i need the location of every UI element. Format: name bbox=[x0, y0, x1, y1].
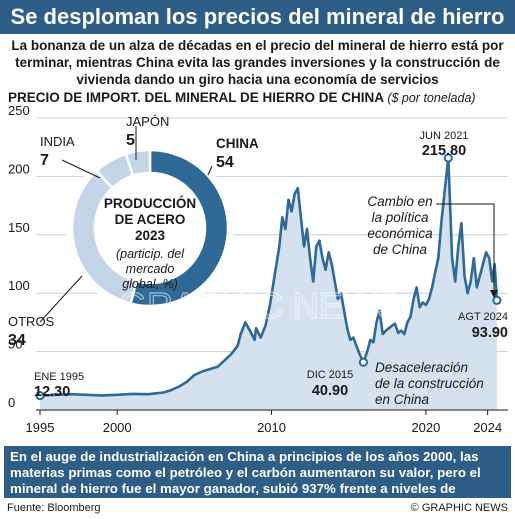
note-policy-line: económica bbox=[367, 226, 433, 241]
y-tick-label: 200 bbox=[8, 161, 30, 176]
credit: © GRAPHIC NEWS bbox=[410, 502, 508, 514]
annotation-date: ENE 1995 bbox=[34, 371, 84, 383]
note-construction-line: de la construcción bbox=[375, 376, 484, 391]
x-tick-label: 2000 bbox=[103, 420, 132, 435]
donut-leader bbox=[207, 165, 213, 176]
subtitle: La bonanza de un alza de décadas en el p… bbox=[11, 38, 504, 87]
donut-subtitle-line: global, %) bbox=[122, 277, 178, 291]
donut-leader bbox=[61, 159, 101, 179]
annotation-marker bbox=[358, 357, 368, 367]
donut-value-otros: 34 bbox=[8, 332, 26, 349]
annotation-value: 93.90 bbox=[472, 325, 508, 341]
donut-title-3: 2023 bbox=[135, 228, 166, 243]
y-axis-ticks: 0 50 100 150 200 250 bbox=[8, 103, 30, 410]
x-tick-label: 2024 bbox=[473, 420, 502, 435]
annotation-date: JUN 2021 bbox=[420, 130, 469, 142]
y-tick-label: 0 bbox=[8, 395, 15, 410]
donut-label-otros: OTROS bbox=[8, 314, 55, 329]
donut-label-japón: JAPÓN bbox=[126, 114, 169, 129]
donut-value-china: 54 bbox=[216, 154, 234, 171]
watermark: GRAPHIC NEWS bbox=[119, 285, 401, 326]
donut-slice-china bbox=[129, 148, 230, 308]
donut-subtitle-line: mercado bbox=[126, 262, 175, 276]
headline: Se desploman los precios del mineral de … bbox=[0, 0, 515, 34]
x-tick-label: 1995 bbox=[26, 420, 55, 435]
annotation-value: 40.90 bbox=[312, 383, 348, 399]
donut-leader bbox=[39, 275, 83, 323]
chart-title: PRECIO DE IMPORT. DEL MINERAL DE HIERRO … bbox=[8, 90, 508, 105]
donut-value-japón: 5 bbox=[126, 132, 135, 149]
annotation-marker bbox=[443, 153, 453, 163]
source: Fuente: Bloomberg bbox=[7, 502, 101, 514]
y-tick-label: 50 bbox=[8, 337, 22, 352]
donut-title-1: PRODUCCIÓN bbox=[104, 196, 196, 211]
donut-label-china: CHINA bbox=[216, 136, 259, 151]
donut-value-india: 7 bbox=[40, 152, 49, 169]
annotation-date: AGT 2024 bbox=[458, 311, 508, 323]
donut-subtitle-line: (particip. del bbox=[116, 247, 185, 261]
y-tick-label: 100 bbox=[8, 278, 30, 293]
chart-title-text: PRECIO DE IMPORT. DEL MINERAL DE HIERRO … bbox=[8, 90, 384, 105]
y-tick-label: 250 bbox=[8, 103, 30, 118]
note-construction-line: en China bbox=[375, 392, 430, 407]
note-policy-arrow bbox=[436, 203, 495, 292]
donut-slice-japón bbox=[124, 148, 152, 178]
price-line bbox=[39, 156, 499, 397]
x-tick-label: 2020 bbox=[411, 420, 440, 435]
note-policy-line: Cambio en bbox=[367, 194, 432, 209]
annotation-marker bbox=[492, 295, 502, 305]
donut-label-india: INDIA bbox=[40, 134, 75, 149]
x-tick-label: 2010 bbox=[257, 420, 286, 435]
x-axis-ticks: 1995 2000 2010 2020 2024 bbox=[26, 410, 502, 435]
summary-box: En el auge de industrialización en China… bbox=[4, 446, 511, 512]
price-area bbox=[40, 157, 497, 410]
annotation-marker bbox=[35, 391, 45, 401]
note-construction-line: Desaceleración bbox=[375, 360, 468, 375]
chart-unit: ($ por tonelada) bbox=[387, 91, 476, 105]
annotation-date: DIC 2015 bbox=[307, 369, 353, 381]
note-policy-line: la política bbox=[371, 210, 429, 225]
annotation-value: 12.30 bbox=[34, 384, 70, 400]
y-tick-label: 150 bbox=[8, 220, 30, 235]
note-policy-line: de China bbox=[373, 242, 428, 257]
annotation-value: 215.80 bbox=[422, 143, 466, 159]
donut-title-2: DE ACERO bbox=[115, 212, 186, 227]
note-policy-arrowhead bbox=[490, 290, 498, 298]
